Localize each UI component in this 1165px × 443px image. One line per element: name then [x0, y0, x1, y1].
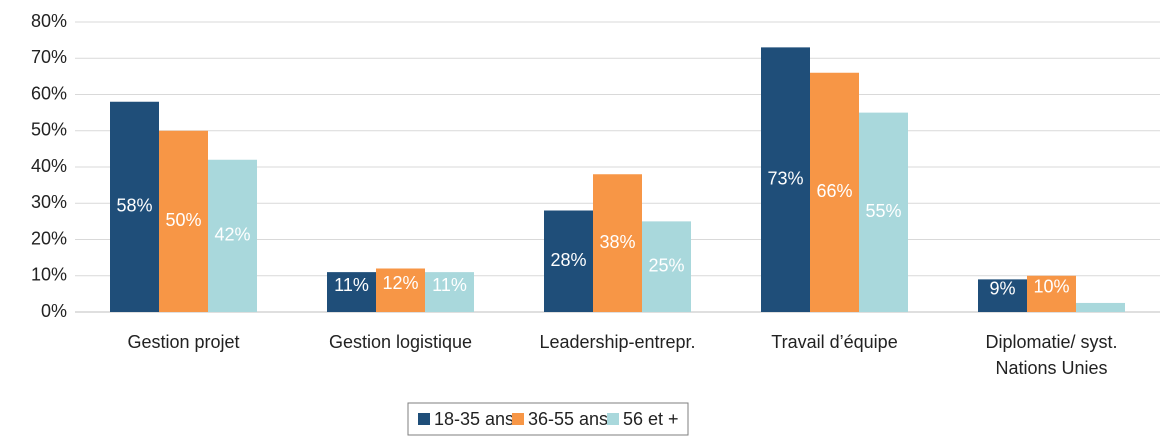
x-tick-label: Gestion logistique [328, 332, 473, 352]
value-label: 9% [989, 278, 1015, 298]
y-tick-label: 80% [31, 11, 67, 31]
bar [761, 47, 810, 312]
x-tick-label: Travail d’équipe [771, 332, 898, 352]
value-label: 38% [599, 232, 635, 252]
y-tick-label: 20% [31, 228, 67, 248]
y-tick-label: 40% [31, 156, 67, 176]
legend-swatch [607, 413, 619, 425]
value-label: 66% [816, 181, 852, 201]
bar [327, 272, 376, 312]
value-label: 55% [865, 201, 901, 221]
bar [1027, 275, 1076, 312]
bar [593, 174, 642, 312]
y-tick-label: 30% [31, 192, 67, 212]
bar [1076, 302, 1125, 312]
y-tick-label: 0% [41, 301, 67, 321]
y-tick-label: 70% [31, 47, 67, 67]
legend-box [407, 402, 689, 436]
value-label: 10% [1033, 277, 1069, 297]
value-label: 25% [648, 255, 684, 275]
bar [859, 112, 908, 312]
legend-label: 36-55 ans [528, 409, 608, 429]
legend-label: 56 et + [623, 409, 679, 429]
value-label: 50% [165, 210, 201, 230]
x-tick-label: Gestion projet [127, 332, 240, 352]
bar [978, 279, 1027, 312]
legend-label: 18-35 ans [434, 409, 514, 429]
bar [544, 210, 593, 312]
bar [208, 159, 257, 312]
value-label: 58% [116, 196, 152, 216]
value-label: 42% [214, 225, 250, 245]
bar [425, 272, 474, 312]
legend-swatch [418, 413, 430, 425]
bar [110, 101, 159, 312]
bar [159, 130, 208, 312]
bar [810, 72, 859, 312]
value-label: 28% [550, 250, 586, 270]
x-tick-label: Leadership-entrepr. [539, 332, 696, 352]
value-label: 12% [382, 273, 418, 293]
value-label: 11% [334, 275, 369, 295]
y-tick-label: 50% [31, 120, 67, 140]
y-tick-label: 60% [31, 83, 67, 103]
x-tick-label: Diplomatie/ syst. Nations Unies [985, 332, 1118, 378]
value-label: 11% [432, 275, 467, 295]
legend-swatch [512, 413, 524, 425]
y-tick-label: 10% [31, 265, 67, 285]
bar [376, 268, 425, 312]
bar [642, 221, 691, 312]
value-label: 73% [767, 168, 803, 188]
